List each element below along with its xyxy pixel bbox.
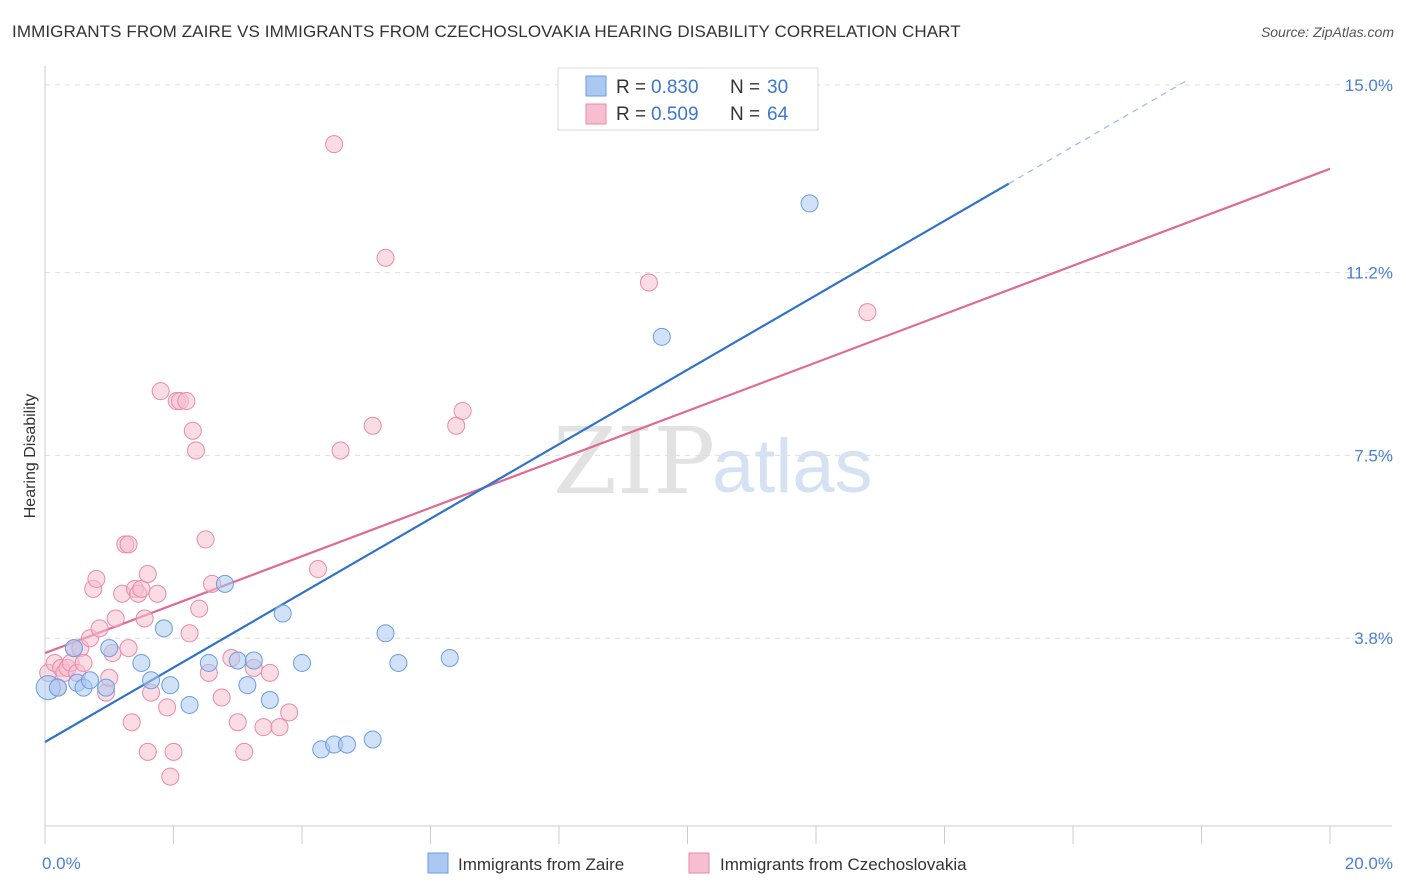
point-zaire	[389, 653, 408, 672]
chart-title: IMMIGRANTS FROM ZAIRE VS IMMIGRANTS FROM…	[12, 22, 961, 41]
point-zaire	[244, 651, 263, 670]
point-czechoslovakia	[106, 609, 125, 628]
y-tick-label: 11.2%	[1346, 264, 1393, 283]
point-czechoslovakia	[260, 663, 279, 682]
point-zaire	[440, 649, 459, 667]
watermark-atlas: atlas	[712, 424, 873, 509]
point-zaire	[100, 639, 119, 658]
point-zaire	[48, 678, 67, 697]
point-zaire	[132, 653, 151, 672]
legend-swatch-czech	[585, 103, 607, 125]
point-czechoslovakia	[235, 742, 254, 761]
y-tick-label: 3.8%	[1354, 629, 1393, 648]
point-czechoslovakia	[132, 579, 151, 598]
legend-r-value-czech: 0.509	[651, 104, 699, 125]
bottom-label-czech: Immigrants from Czechoslovakia	[720, 855, 967, 874]
point-czechoslovakia	[164, 742, 183, 761]
point-zaire	[293, 653, 311, 672]
legend-r-label-czech: R =	[616, 104, 646, 125]
trend-line-zaire	[44, 182, 1010, 743]
point-czechoslovakia	[228, 713, 247, 732]
series-legend: Immigrants from Zaire Immigrants from Cz…	[427, 852, 967, 874]
point-czechoslovakia	[212, 688, 231, 707]
point-czechoslovakia	[177, 392, 196, 411]
point-zaire	[215, 574, 234, 593]
legend-r-label-zaire: R =	[616, 77, 646, 98]
source-label: Source: ZipAtlas.com	[1260, 24, 1394, 40]
point-zaire	[228, 651, 247, 670]
point-czechoslovakia	[161, 767, 180, 786]
point-czechoslovakia	[858, 303, 877, 322]
point-zaire	[376, 624, 395, 643]
point-zaire	[180, 695, 199, 714]
point-czechoslovakia	[148, 584, 167, 603]
trend-lines	[44, 78, 1331, 743]
point-zaire	[97, 678, 116, 697]
point-czechoslovakia	[325, 135, 344, 154]
point-czechoslovakia	[363, 416, 382, 435]
point-czechoslovakia	[90, 619, 109, 638]
point-czechoslovakia	[138, 565, 157, 583]
point-czechoslovakia	[453, 401, 472, 420]
x-tick-label-min: 0.0%	[42, 854, 81, 873]
watermark-zip: ZIP	[553, 408, 715, 515]
bottom-label-zaire: Immigrants from Zaire	[458, 855, 624, 874]
point-czechoslovakia	[270, 718, 289, 737]
legend-n-value-czech: 64	[767, 104, 789, 125]
point-zaire	[154, 619, 173, 638]
point-czechoslovakia	[376, 248, 395, 267]
point-zaire	[652, 327, 671, 346]
point-czechoslovakia	[309, 560, 328, 579]
point-czechoslovakia	[196, 530, 215, 549]
y-tick-label: 15.0%	[1345, 76, 1393, 95]
correlation-legend: R = 0.830 N = 30 R = 0.509 N = 64	[557, 67, 819, 131]
point-czechoslovakia	[639, 273, 658, 292]
legend-swatch-zaire	[585, 75, 607, 97]
bottom-swatch-zaire	[427, 852, 449, 874]
point-czechoslovakia	[190, 599, 209, 618]
point-czechoslovakia	[186, 441, 205, 460]
point-czechoslovakia	[158, 698, 177, 717]
y-axis-title: Hearing Disability	[22, 394, 39, 519]
point-zaire	[80, 671, 99, 690]
point-czechoslovakia	[151, 382, 170, 401]
point-czechoslovakia	[87, 569, 106, 588]
point-zaire	[161, 676, 180, 695]
point-zaire	[199, 653, 218, 672]
point-czechoslovakia	[138, 742, 157, 761]
point-czechoslovakia	[254, 718, 273, 737]
point-zaire	[800, 194, 819, 213]
x-tick-label-max: 20.0%	[1345, 854, 1393, 873]
trend-line-czechoslovakia	[44, 167, 1331, 655]
point-czechoslovakia	[180, 624, 199, 643]
data-points	[35, 135, 877, 786]
point-zaire	[238, 676, 257, 695]
trend-line-zaire-extension	[1008, 78, 1189, 185]
point-zaire	[337, 735, 356, 754]
gridlines	[45, 84, 1392, 639]
point-zaire	[273, 604, 292, 623]
axes: 3.8% 7.5% 11.2% 15.0% 0.0% 20.0%	[42, 66, 1393, 873]
point-zaire	[363, 730, 382, 749]
point-zaire	[142, 671, 161, 690]
point-czechoslovakia	[122, 713, 141, 732]
bottom-swatch-czech	[688, 852, 710, 874]
legend-n-label-czech: N =	[730, 104, 760, 125]
point-czechoslovakia	[119, 535, 138, 554]
legend-n-value-zaire: 30	[767, 77, 788, 98]
point-czechoslovakia	[331, 441, 350, 460]
legend-n-label-zaire: N =	[730, 77, 760, 98]
point-czechoslovakia	[135, 609, 154, 628]
y-tick-label: 7.5%	[1354, 446, 1393, 465]
point-zaire	[64, 639, 83, 658]
point-czechoslovakia	[119, 639, 138, 658]
point-czechoslovakia	[447, 416, 466, 435]
legend-r-value-zaire: 0.830	[651, 77, 699, 98]
point-zaire	[260, 691, 279, 709]
point-czechoslovakia	[74, 653, 93, 672]
point-czechoslovakia	[183, 421, 202, 440]
point-czechoslovakia	[280, 703, 299, 722]
